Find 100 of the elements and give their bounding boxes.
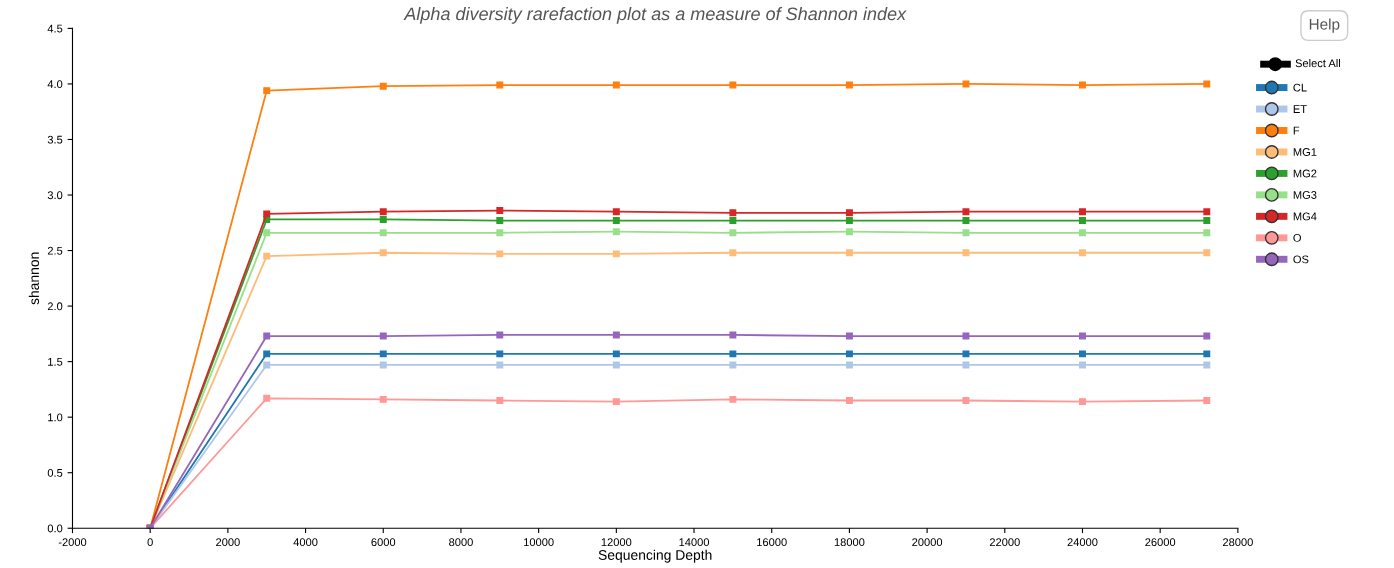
- point: [845, 217, 853, 225]
- point: [1203, 208, 1211, 216]
- point: [962, 80, 970, 88]
- y-tick-label: 1.0: [48, 413, 63, 422]
- point: [729, 331, 737, 339]
- point: [729, 81, 737, 89]
- point: [263, 229, 271, 237]
- point: [496, 81, 504, 89]
- point: [962, 229, 970, 237]
- point: [729, 350, 737, 358]
- point: [1079, 398, 1086, 406]
- point: [1079, 208, 1086, 216]
- y-tick-label: 4.0: [47, 80, 63, 89]
- point: [379, 395, 387, 403]
- point: [845, 209, 853, 217]
- y-tick-label: 3.5: [47, 135, 63, 144]
- point: [1203, 332, 1211, 340]
- x-tick-label: 4000: [293, 538, 318, 547]
- point: [1079, 217, 1086, 225]
- point: [496, 397, 504, 404]
- point: [496, 350, 504, 358]
- point: [612, 81, 620, 89]
- y-tick-label: 0.0: [47, 524, 63, 533]
- point: [496, 229, 504, 237]
- x-tick-label: 24000: [1067, 538, 1098, 547]
- point: [1079, 81, 1086, 89]
- point: [845, 350, 853, 358]
- point: [612, 350, 620, 358]
- point: [962, 249, 970, 257]
- point: [496, 331, 504, 339]
- point: [379, 229, 387, 237]
- point: [263, 350, 271, 358]
- point: [845, 332, 853, 340]
- point: [612, 217, 620, 225]
- point: [1079, 249, 1086, 257]
- point: [612, 398, 620, 406]
- point: [1203, 217, 1211, 225]
- x-tick-label: 18000: [834, 538, 865, 547]
- point: [612, 361, 620, 369]
- point: [845, 228, 853, 236]
- point: [729, 395, 737, 403]
- point: [379, 215, 387, 223]
- y-tick-label: 2.0: [47, 302, 63, 311]
- x-tick-label: 0: [147, 538, 153, 547]
- x-tick-label: 8000: [449, 538, 473, 547]
- point: [496, 207, 504, 215]
- legend-label: O: [1293, 233, 1301, 242]
- y-tick-label: 0.5: [47, 468, 63, 477]
- legend-label: MG4: [1293, 212, 1317, 221]
- point: [379, 208, 387, 216]
- point: [612, 250, 620, 258]
- point: [729, 217, 737, 225]
- point: [496, 217, 504, 225]
- point: [379, 332, 387, 340]
- x-tick-label: 6000: [371, 538, 396, 547]
- point: [496, 250, 504, 258]
- legend-label: ET: [1293, 105, 1307, 113]
- point: [1203, 229, 1211, 237]
- point: [612, 208, 620, 216]
- text: Help: [1309, 18, 1340, 33]
- y-axis-title: shannon: [28, 252, 40, 305]
- x-tick-label: 10000: [524, 538, 554, 547]
- point: [496, 361, 504, 369]
- legend-label: MG2: [1293, 169, 1317, 178]
- point: [1079, 350, 1086, 358]
- x-tick-label: 14000: [679, 538, 710, 547]
- legend-label: F: [1293, 126, 1300, 135]
- point: [729, 361, 737, 369]
- point: [962, 361, 970, 369]
- x-tick-label: 26000: [1145, 538, 1176, 547]
- point: [845, 361, 853, 369]
- point: [379, 350, 387, 358]
- point: [612, 331, 620, 339]
- x-tick-label: 28000: [1222, 538, 1253, 547]
- x-tick-label: 2000: [216, 538, 240, 547]
- legend-label: CL: [1293, 83, 1307, 92]
- point: [263, 332, 271, 340]
- point: [962, 332, 970, 340]
- point: [729, 249, 737, 257]
- point: [962, 217, 970, 225]
- point: [729, 209, 737, 217]
- x-tick-label: 12000: [601, 538, 632, 547]
- point: [379, 82, 387, 90]
- point: [845, 397, 853, 404]
- point: [845, 81, 853, 89]
- point: [612, 228, 620, 236]
- x-axis-title: Sequencing Depth: [598, 549, 712, 563]
- x-tick-label: 20000: [912, 538, 943, 547]
- x-tick-label: -2000: [58, 538, 87, 547]
- point: [263, 210, 271, 218]
- point: [1079, 361, 1086, 369]
- point: [263, 394, 271, 402]
- y-tick-label: 4.5: [47, 24, 63, 33]
- legend-label: OS: [1293, 255, 1309, 264]
- point: [729, 229, 737, 237]
- point: [379, 249, 387, 257]
- point: [263, 87, 271, 95]
- x-tick-label: 22000: [989, 538, 1020, 547]
- point: [962, 397, 970, 404]
- point: [1203, 249, 1211, 257]
